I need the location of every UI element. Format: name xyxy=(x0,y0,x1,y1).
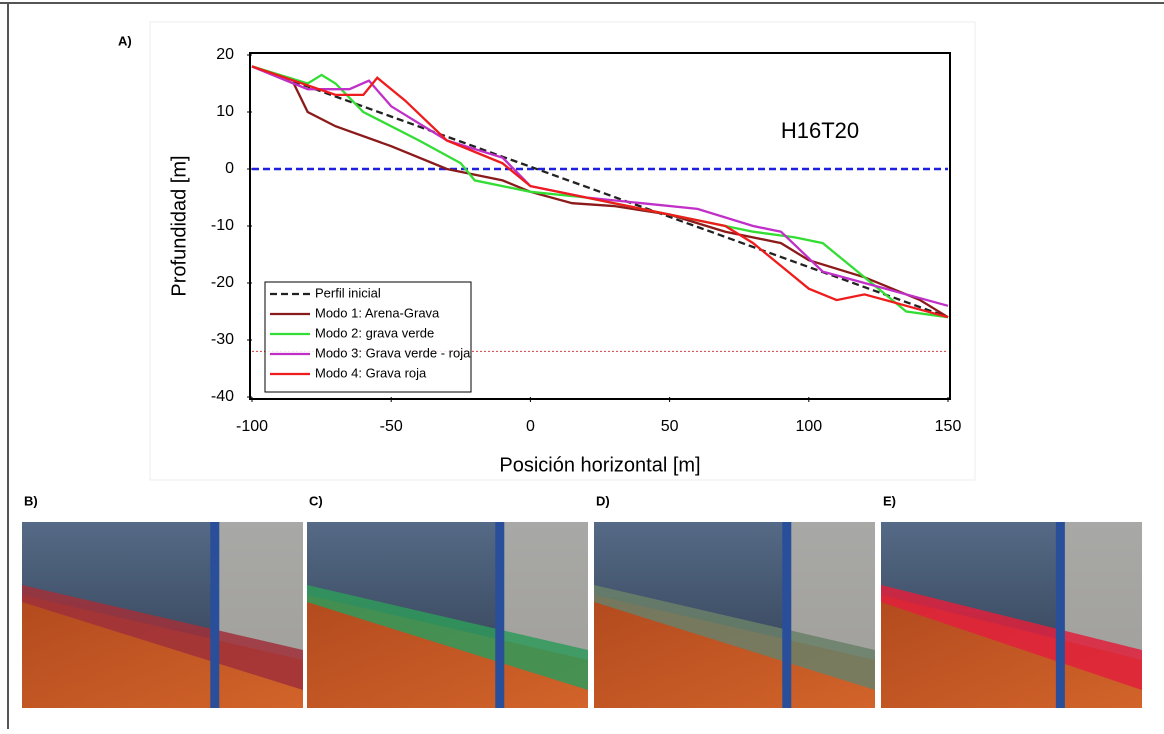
photo-pole xyxy=(210,522,220,708)
y-tick-label: 20 xyxy=(216,46,234,63)
plot-frame xyxy=(249,52,951,400)
photo-sediment xyxy=(594,585,875,690)
y-tick-label: 10 xyxy=(216,103,234,120)
panel-label: A) xyxy=(118,33,132,48)
x-tick-label: -100 xyxy=(236,418,268,435)
x-tick-label: 0 xyxy=(526,418,535,435)
legend-label: Modo 1: Arena-Grava xyxy=(315,305,440,320)
legend-label: Modo 4: Grava roja xyxy=(315,365,427,380)
photo-sediment xyxy=(881,585,1142,690)
x-tick-label: 100 xyxy=(795,418,822,435)
chart-border xyxy=(149,21,976,481)
series-line xyxy=(251,65,949,319)
photo-label: D) xyxy=(596,493,610,508)
legend-label: Modo 2: grava verde xyxy=(315,325,434,340)
photo-label: C) xyxy=(309,493,323,508)
legend-label: Perfil inicial xyxy=(315,285,381,300)
x-axis-label: Posición horizontal [m] xyxy=(499,454,700,476)
x-tick-label: 50 xyxy=(661,418,679,435)
x-tick-label: -50 xyxy=(380,418,403,435)
y-tick-label: -10 xyxy=(211,217,234,234)
photo-sediment xyxy=(307,585,588,690)
y-tick-label: -30 xyxy=(211,331,234,348)
y-axis-label: Profundidad [m] xyxy=(168,155,190,296)
annotation: H16T20 xyxy=(781,118,859,143)
x-tick-label: 150 xyxy=(935,418,962,435)
photos: B) C) D) E) xyxy=(22,493,1142,708)
photo-pole xyxy=(1055,522,1065,708)
y-tick-label: 0 xyxy=(225,160,234,177)
y-tick-label: -20 xyxy=(211,274,234,291)
photo-pole xyxy=(782,522,792,708)
photo-label: B) xyxy=(24,493,38,508)
photo-sediment xyxy=(22,585,303,690)
photo-pole xyxy=(495,522,505,708)
photo-label: E) xyxy=(883,493,896,508)
y-tick-label: -40 xyxy=(211,388,234,405)
series-line xyxy=(251,65,949,319)
legend-label: Modo 3: Grava verde - roja xyxy=(315,345,471,360)
